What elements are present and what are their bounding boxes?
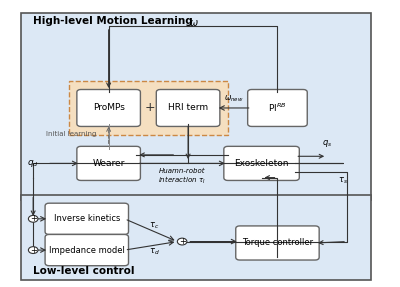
Text: $q_d$: $q_d$ [27,158,39,169]
Text: $\omega_{new}$: $\omega_{new}$ [224,93,244,104]
Bar [21,13,371,200]
Circle shape [177,238,187,245]
FancyBboxPatch shape [45,203,128,234]
Text: $\tau_c$: $\tau_c$ [149,221,160,231]
Text: Exoskeleton: Exoskeleton [234,159,289,168]
Text: PI$^{RB}$: PI$^{RB}$ [268,102,287,114]
Text: Torque controller: Torque controller [242,238,313,247]
Text: +: + [144,102,155,115]
Text: Inverse kinetics: Inverse kinetics [54,214,120,223]
FancyBboxPatch shape [224,146,299,181]
Text: High-level Motion Learning: High-level Motion Learning [33,16,193,26]
FancyBboxPatch shape [236,226,319,260]
Text: Initial learning: Initial learning [46,131,96,137]
Text: Impedance model: Impedance model [49,246,125,255]
FancyBboxPatch shape [77,90,140,127]
Text: Wearer: Wearer [92,159,125,168]
Text: +: + [179,237,186,246]
FancyBboxPatch shape [77,146,140,181]
Text: HRI term: HRI term [168,104,208,113]
Text: $q_s$: $q_s$ [322,138,332,149]
Text: +: + [30,214,37,223]
Text: Huamn-robot
interaction $\tau_I$: Huamn-robot interaction $\tau_I$ [158,168,206,187]
Text: Low-level control: Low-level control [33,266,135,276]
Bar [21,195,371,280]
Text: $\omega$: $\omega$ [189,18,199,28]
FancyBboxPatch shape [156,90,220,127]
FancyBboxPatch shape [248,90,307,127]
Bar [69,81,228,135]
Text: $\tau_d$: $\tau_d$ [149,246,160,257]
FancyBboxPatch shape [45,234,128,266]
Text: +: + [30,246,37,255]
Text: $\tau_s$: $\tau_s$ [338,175,348,186]
Text: ProMPs: ProMPs [93,104,124,113]
Circle shape [28,247,38,253]
Circle shape [28,216,38,222]
